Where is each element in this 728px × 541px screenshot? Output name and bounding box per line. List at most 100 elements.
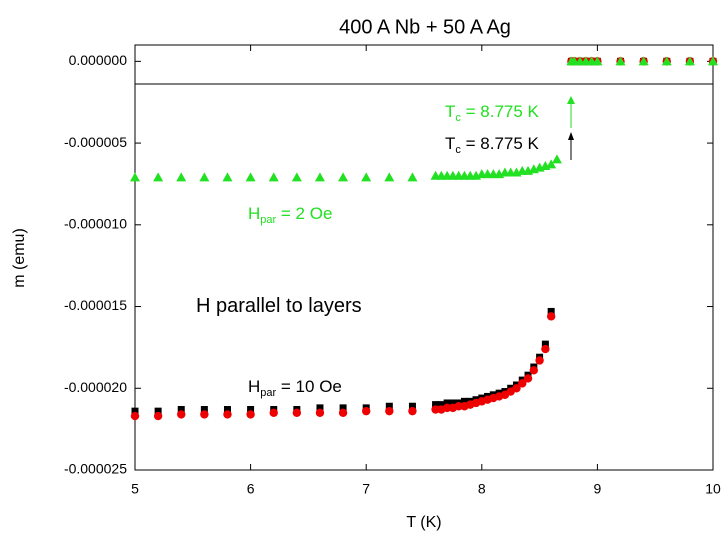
data-point <box>442 403 452 413</box>
data-point <box>547 307 555 315</box>
y-tick-label: -0.000025 <box>64 461 127 477</box>
data-point <box>177 406 185 414</box>
annotation-text: H <box>248 377 260 396</box>
x-tick-label: 7 <box>362 481 370 497</box>
arrow-head <box>567 96 575 104</box>
data-point <box>268 172 279 182</box>
data-point <box>518 379 527 388</box>
data-point <box>529 366 539 375</box>
data-point <box>131 407 139 415</box>
data-point <box>437 401 445 409</box>
annotation-subscript: par <box>260 387 276 399</box>
data-point <box>130 172 140 182</box>
annotation-text: T <box>445 134 455 153</box>
data-point <box>200 410 209 419</box>
data-point <box>292 408 302 417</box>
annotation-subscript: par <box>260 214 276 226</box>
data-point <box>408 402 416 410</box>
annotation-subscript: c <box>455 144 461 156</box>
data-point <box>546 312 556 321</box>
data-point <box>432 401 440 409</box>
data-point <box>339 404 347 412</box>
data-point <box>130 411 140 421</box>
data-point <box>222 172 233 182</box>
data-point <box>154 407 162 415</box>
data-point <box>384 172 395 182</box>
annotation-text: T <box>445 102 455 121</box>
data-point <box>245 172 256 182</box>
data-point <box>338 408 348 417</box>
annotation: H parallel to layers <box>196 295 362 317</box>
annotation-subscript: c <box>455 112 461 124</box>
data-point <box>546 159 557 169</box>
data-point <box>541 344 550 354</box>
x-tick-label: 5 <box>131 481 139 497</box>
data-point <box>592 56 603 66</box>
data-point <box>638 56 649 66</box>
data-point <box>199 172 210 182</box>
data-point <box>314 172 325 182</box>
data-point <box>523 374 533 383</box>
data-point <box>449 399 457 407</box>
annotation-text: = 8.775 K <box>461 102 540 121</box>
data-point <box>362 406 371 416</box>
data-point <box>551 154 562 164</box>
data-point <box>200 406 208 414</box>
y-tick-label: -0.000005 <box>64 134 127 150</box>
y-axis-label: m (emu) <box>11 228 28 288</box>
data-point <box>315 408 325 417</box>
data-point <box>153 411 163 421</box>
data-point <box>443 399 451 407</box>
annotation-text: = 10 Oe <box>276 377 342 396</box>
y-tick-label: -0.000020 <box>64 379 127 395</box>
data-point <box>153 172 164 182</box>
data-point <box>615 56 626 66</box>
data-point <box>541 340 549 348</box>
data-point <box>385 406 394 416</box>
data-point <box>176 172 187 182</box>
data-point <box>512 384 521 393</box>
data-point <box>247 406 255 414</box>
data-point <box>269 408 278 417</box>
data-point <box>708 56 718 66</box>
x-tick-label: 6 <box>247 481 255 497</box>
data-point <box>460 397 468 405</box>
data-point <box>535 356 544 365</box>
data-point <box>177 410 186 419</box>
annotation: Hpar = 10 Oe <box>248 377 342 398</box>
chart-title: 400 A Nb + 50 A Ag <box>339 16 511 38</box>
data-point <box>246 410 255 419</box>
y-tick-label: 0.000000 <box>69 52 128 68</box>
y-tick-label: -0.000010 <box>64 216 127 232</box>
data-point <box>316 404 324 412</box>
data-point <box>223 406 231 414</box>
plot-frame <box>134 44 714 471</box>
data-point <box>385 402 393 410</box>
data-point <box>408 406 417 416</box>
data-point <box>223 410 232 419</box>
arrows <box>567 96 575 160</box>
arrow-head <box>568 132 574 140</box>
annotation-text: H <box>248 204 260 223</box>
data-point <box>361 172 372 182</box>
annotation: Hpar = 2 Oe <box>248 204 332 225</box>
data-point <box>291 172 302 182</box>
data-point <box>661 56 672 66</box>
data-point <box>338 172 349 182</box>
y-tick-label: -0.000015 <box>64 297 127 313</box>
data-point <box>407 172 418 182</box>
x-tick-label: 8 <box>478 481 486 497</box>
data-point <box>684 56 695 66</box>
annotation-text: H parallel to layers <box>196 295 362 317</box>
x-tick-label: 9 <box>594 481 602 497</box>
annotation: Tc = 8.775 K <box>445 134 540 155</box>
x-axis-label: T (K) <box>406 514 441 531</box>
x-tick-label: 10 <box>705 481 721 497</box>
annotation-text: = 2 Oe <box>276 204 332 223</box>
data-point <box>431 405 440 414</box>
annotation: Tc = 8.775 K <box>445 102 540 123</box>
annotation-text: = 8.775 K <box>461 134 540 153</box>
data-point <box>454 402 463 411</box>
